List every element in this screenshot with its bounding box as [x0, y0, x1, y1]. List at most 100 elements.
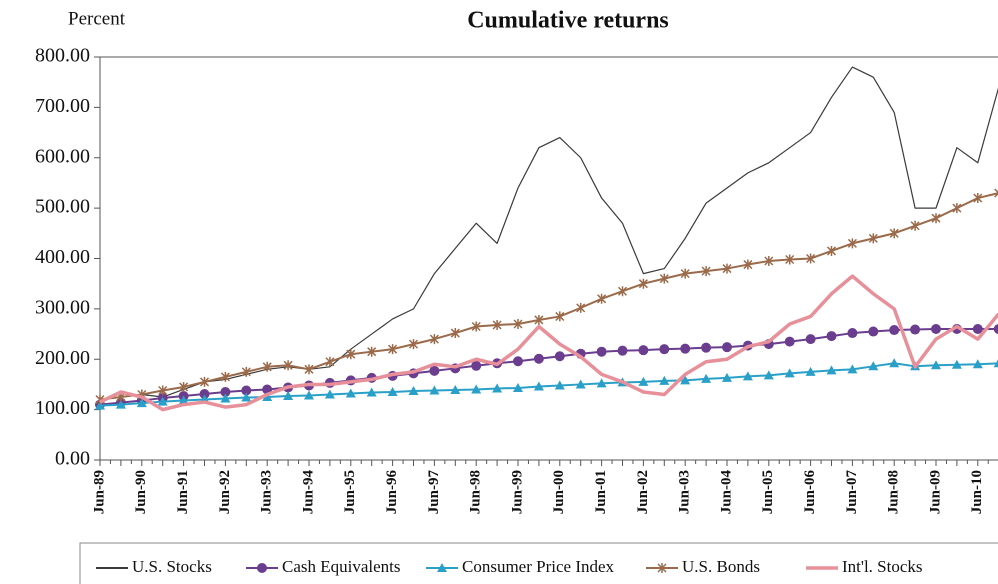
marker [136, 398, 147, 408]
marker [972, 324, 983, 335]
marker [910, 220, 920, 231]
marker [429, 385, 440, 395]
marker [324, 389, 335, 399]
marker [680, 268, 690, 279]
marker [534, 314, 544, 325]
marker [951, 359, 962, 369]
y-tick-label: 700.00 [35, 95, 90, 117]
legend-label: Int'l. Stocks [842, 557, 923, 576]
x-tick-label: Jun-93 [259, 470, 275, 514]
legend-box [79, 542, 998, 584]
marker [513, 356, 523, 367]
x-tick-label: Jun-08 [886, 470, 902, 514]
marker [492, 319, 502, 330]
marker [659, 375, 670, 385]
legend-label: Consumer Price Index [462, 557, 615, 576]
marker [847, 238, 857, 249]
marker [931, 213, 941, 224]
marker [657, 563, 667, 573]
marker [283, 360, 293, 371]
y-axis-label: Percent [68, 8, 126, 29]
marker [785, 254, 795, 265]
x-tick-label: Jun-09 [927, 470, 943, 514]
marker [993, 324, 998, 334]
marker [638, 376, 649, 386]
marker [596, 378, 607, 388]
chart-title: Cumulative returns [467, 8, 669, 34]
y-tick-label: 100.00 [35, 397, 90, 419]
marker [784, 336, 795, 347]
x-tick-label: Jun-95 [342, 470, 358, 514]
marker [805, 334, 816, 345]
marker [346, 349, 356, 360]
marker [972, 359, 983, 369]
marker [555, 311, 565, 322]
x-tick-label: Jun-05 [760, 470, 776, 514]
marker [701, 266, 711, 277]
marker [722, 263, 732, 274]
marker [701, 342, 712, 353]
marker [868, 233, 878, 244]
marker [742, 371, 753, 381]
x-tick-label: Jun-03 [677, 470, 693, 514]
marker [952, 203, 962, 214]
marker [513, 318, 523, 329]
marker [638, 278, 648, 289]
x-tick-label: Jun-92 [217, 470, 233, 514]
marker [262, 361, 272, 372]
marker [805, 366, 816, 376]
marker [806, 253, 816, 264]
marker [826, 245, 837, 256]
x-tick-label: Jun-02 [635, 470, 651, 514]
marker [763, 370, 774, 380]
x-tick-label: Jun-97 [426, 470, 442, 515]
x-tick-label: Jun-01 [593, 470, 609, 514]
marker [889, 228, 899, 239]
series-line [99, 274, 998, 412]
marker [701, 373, 712, 383]
marker [575, 379, 586, 389]
marker [554, 351, 565, 362]
marker [617, 286, 628, 297]
marker [158, 385, 168, 396]
series-line [99, 362, 998, 407]
x-tick-label: Jun-91 [175, 470, 191, 514]
marker [471, 321, 481, 332]
marker [450, 384, 461, 394]
marker [241, 392, 252, 402]
marker [910, 324, 921, 335]
marker [178, 395, 189, 405]
marker [722, 372, 732, 382]
x-tick-label: Jun-90 [133, 470, 149, 514]
marker [659, 344, 670, 355]
marker [220, 371, 230, 382]
x-tick-label: Jun-06 [802, 470, 818, 515]
marker [492, 383, 503, 393]
series-line [99, 192, 998, 401]
y-tick-label: 0.00 [55, 448, 90, 470]
y-tick-label: 800.00 [35, 45, 90, 67]
marker [576, 302, 586, 313]
marker [931, 324, 941, 335]
y-tick-label: 200.00 [35, 347, 90, 369]
marker [764, 256, 774, 267]
y-tick-label: 400.00 [35, 246, 90, 268]
marker [596, 346, 607, 357]
marker [826, 331, 837, 342]
marker [680, 343, 691, 354]
marker [533, 381, 544, 391]
marker [367, 346, 377, 357]
marker [304, 364, 314, 375]
marker [179, 381, 189, 392]
legend-label: U.S. Stocks [132, 557, 212, 576]
marker [257, 563, 267, 573]
marker [847, 328, 858, 339]
x-tick-label: Jun-94 [300, 470, 316, 515]
marker [826, 365, 837, 375]
marker [220, 393, 231, 403]
x-tick-label: Jun-04 [718, 470, 734, 515]
marker [597, 293, 607, 304]
marker [973, 193, 983, 204]
marker [220, 386, 231, 397]
